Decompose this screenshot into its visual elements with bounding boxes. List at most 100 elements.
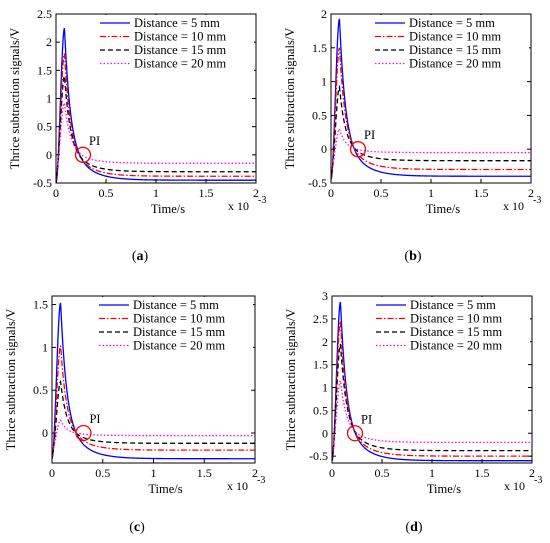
x-axis-label: Time/s (426, 202, 460, 216)
series-line-2 (56, 53, 256, 181)
legend-entry: Distance = 15 mm (410, 325, 502, 339)
y-tick-label: 2 (321, 7, 327, 21)
legend-entry: Distance = 5 mm (409, 16, 495, 30)
x-exponent-power: -3 (258, 195, 266, 206)
legend-entry: Distance = 5 mm (410, 298, 496, 312)
y-tick-label: 0.5 (313, 403, 328, 417)
legend-entry: Distance = 20 mm (410, 339, 502, 353)
legend-entry: Distance = 5 mm (134, 16, 220, 30)
series-line-2 (332, 321, 532, 459)
y-tick-label: 2.5 (313, 312, 328, 326)
legend-entry: Distance = 15 mm (409, 43, 501, 57)
y-tick-label: -0.5 (309, 449, 328, 463)
y-axis-label: Thrice subtraction signals/V (8, 28, 22, 170)
legend-entry: Distance = 20 mm (133, 339, 225, 353)
pi-label: PI (89, 412, 100, 426)
series-line-2 (52, 345, 255, 458)
y-tick-label: 0.5 (37, 120, 52, 134)
x-tick-label: 1.5 (474, 186, 489, 200)
series-line-3 (331, 84, 531, 176)
legend-entry: Distance = 15 mm (133, 325, 225, 339)
x-tick-label: 2 (528, 186, 534, 200)
x-axis-label: Time/s (151, 202, 185, 216)
series-line-4 (332, 378, 532, 452)
panel-caption: (d) (405, 520, 422, 535)
y-tick-label: 0.5 (33, 383, 48, 397)
series-line-1 (52, 302, 255, 460)
series-line-3 (52, 379, 255, 455)
pi-label: PI (89, 134, 100, 148)
x-tick-label: 0.5 (375, 466, 390, 480)
series-line-3 (332, 343, 532, 457)
x-tick-label: 0.5 (95, 466, 110, 480)
legend-entry: Distance = 10 mm (133, 312, 225, 326)
y-tick-label: 1.5 (313, 358, 328, 372)
x-tick-label: 1.5 (475, 466, 490, 480)
y-tick-label: -0.5 (33, 176, 52, 190)
chart-panel-c: 0 0.5 1 1.5 2 0 0.5 1 1.5 x 10 -3 Time/s Thrice subt… (4, 295, 265, 535)
y-tick-label: 0 (42, 426, 48, 440)
legend-entry: Distance = 20 mm (409, 57, 501, 71)
x-exponent-label: x 10 (503, 199, 524, 213)
pi-label: PI (364, 128, 375, 142)
x-exponent-label: x 10 (504, 479, 525, 493)
legend-entry: Distance = 10 mm (409, 30, 501, 44)
x-tick-label: 0.5 (99, 186, 114, 200)
chart-panel-b: 0 0.5 1 1.5 2-0.500.511.52x 10 -3Time/sThrice… (283, 7, 541, 264)
panel-caption: (a) (132, 249, 149, 264)
y-axis-label: Thrice subtraction signals/V (284, 309, 298, 451)
chart-panel-a: 0 0.5 1 1.5 2-0.500.511.522.5x 10 -3Time/sThr… (8, 7, 266, 264)
pi-label: PI (361, 412, 372, 426)
y-tick-label: 2.5 (37, 7, 52, 21)
x-tick-label: 2 (252, 466, 258, 480)
x-exponent-power: -3 (534, 475, 542, 486)
y-tick-label: 1.5 (33, 298, 48, 312)
x-exponent-label: x 10 (228, 199, 249, 213)
y-tick-label: 1.5 (312, 41, 327, 55)
x-tick-label: 0.5 (374, 186, 389, 200)
x-axis-label: Time/s (427, 482, 461, 496)
legend-entry: Distance = 5 mm (133, 298, 219, 312)
pi-marker-circle (74, 146, 92, 163)
pi-marker-circle (75, 424, 92, 442)
y-tick-label: 3 (322, 289, 328, 303)
y-tick-label: 0 (321, 142, 327, 156)
y-tick-label: 0.5 (312, 108, 327, 122)
legend-entry: Distance = 15 mm (134, 43, 226, 57)
y-tick-label: -0.5 (308, 176, 327, 190)
legend-entry: Distance = 10 mm (134, 30, 226, 44)
x-tick-label: 1.5 (199, 186, 214, 200)
x-tick-label: 0 (53, 186, 59, 200)
x-exponent-label: x 10 (227, 479, 248, 493)
pi-marker-circle (349, 141, 367, 158)
y-tick-label: 1 (322, 381, 328, 395)
y-tick-label: 0 (46, 148, 52, 162)
y-axis-label: Thrice subtraction signals/V (283, 28, 297, 170)
pi-marker-circle (346, 425, 364, 442)
y-tick-label: 0 (322, 426, 328, 440)
series-line-4 (52, 419, 255, 451)
y-tick-label: 1.5 (37, 63, 52, 77)
y-tick-label: 1 (42, 340, 48, 354)
x-tick-label: 0 (328, 186, 334, 200)
y-axis-label: Thrice subtraction signals/V (4, 309, 18, 451)
legend-entry: Distance = 20 mm (134, 57, 226, 71)
chart-panel-d: 0 0.5 1 1.5 2-0.500.511.522.53x 10 -3Time/sTh… (284, 289, 542, 535)
series-line-1 (331, 18, 531, 180)
x-tick-label: 1 (429, 466, 435, 480)
x-tick-label: 1 (428, 186, 434, 200)
panel-caption: (c) (129, 520, 145, 535)
y-tick-label: 2 (322, 335, 328, 349)
x-exponent-power: -3 (257, 475, 265, 486)
y-tick-label: 1 (46, 92, 52, 106)
legend-entry: Distance = 10 mm (410, 312, 502, 326)
y-tick-label: 1 (321, 75, 327, 89)
y-tick-label: 2 (46, 35, 52, 49)
series-line-3 (56, 75, 256, 178)
x-tick-label: 1 (153, 186, 159, 200)
